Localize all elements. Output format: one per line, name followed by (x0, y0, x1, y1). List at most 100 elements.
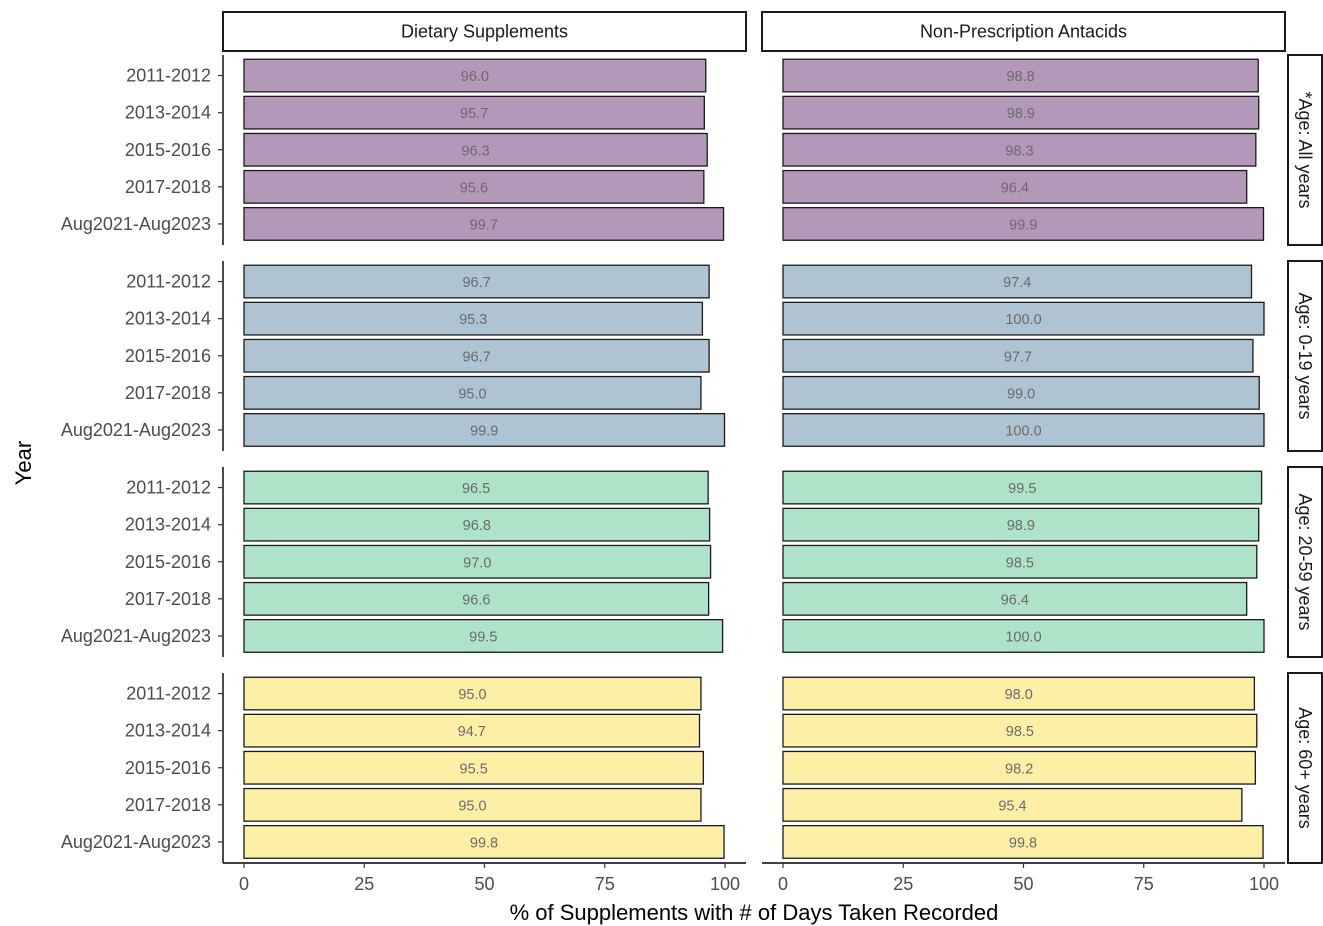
bar (782, 206, 1265, 241)
y-tick-label: 2011-2012 (126, 478, 211, 498)
bar (243, 713, 701, 748)
bar-value-label: 97.4 (1003, 275, 1031, 291)
bar (243, 507, 711, 542)
bar-value-label: 98.5 (1006, 724, 1034, 740)
bar-value-label: 99.0 (1007, 386, 1035, 402)
bar (243, 58, 707, 93)
bar-value-label: 98.8 (1006, 69, 1034, 85)
bar (782, 750, 1256, 785)
panel-non-prescription-antacids: 99.5 98.9 98.5 96.4 100.0 (782, 470, 1265, 653)
bar-value-label: 99.8 (470, 835, 498, 851)
bar-value-label: 96.0 (461, 69, 489, 85)
panel-dietary-supplements: 96.7 95.3 96.7 95.0 99.9 (243, 264, 726, 447)
y-tick-label: 2017-2018 (125, 383, 211, 403)
bar (782, 825, 1264, 859)
facet-row-age-all-years: *Age: All years 2011-2012 2013-2014 2015-20… (61, 54, 1323, 246)
bar-value-label: 98.0 (1005, 687, 1033, 703)
bar (782, 581, 1248, 616)
bar-value-label: 98.2 (1005, 761, 1033, 777)
bar (243, 206, 725, 241)
bar-value-label: 100.0 (1005, 423, 1041, 439)
x-tick-label: 25 (354, 874, 374, 894)
bar-value-label: 100.0 (1005, 629, 1041, 645)
facet-strip-box (761, 11, 1286, 52)
y-tick-label: 2013-2014 (125, 721, 211, 741)
bar (782, 301, 1265, 336)
x-axis-dietary-supplements: 0 25 50 75 100 (223, 862, 746, 894)
panel-non-prescription-antacids: 98.0 98.5 98.2 95.4 99.8 (782, 676, 1264, 859)
y-tick-label: 2015-2016 (125, 552, 211, 572)
bar-value-label: 99.5 (469, 629, 497, 645)
facet-strip-label: Dietary Supplements (401, 22, 568, 42)
bar (782, 787, 1243, 822)
bar-value-label: 96.4 (1001, 592, 1029, 608)
bar (243, 95, 705, 130)
bar-value-label: 96.8 (463, 518, 491, 534)
y-tick-label: 2011-2012 (126, 684, 211, 704)
bar-value-label: 96.5 (462, 481, 490, 497)
row-strip-label: Age: 0-19 years (1295, 292, 1315, 419)
x-tick-label: 100 (1249, 874, 1279, 894)
bar-value-label: 95.3 (459, 312, 487, 328)
facet-row-age-0-19-years: Age: 0-19 years 2011-2012 2013-2014 2015-20… (61, 260, 1323, 452)
panel-dietary-supplements: 96.5 96.8 97.0 96.6 99.5 (243, 470, 724, 653)
y-tick-label: Aug2021-Aug2023 (61, 420, 211, 440)
facet-panels: Dietary Supplements Non-Prescription Anta… (61, 11, 1323, 894)
bar (782, 338, 1254, 373)
bar-value-label: 96.3 (461, 143, 489, 159)
bar-value-label: 99.9 (470, 423, 498, 439)
bar (243, 470, 709, 505)
bar-value-label: 96.6 (462, 592, 490, 608)
y-tick-label: 2017-2018 (125, 589, 211, 609)
facet-strip-label: Non-Prescription Antacids (920, 22, 1127, 42)
bar (243, 169, 705, 204)
bar (243, 581, 710, 616)
row-strip-box (1287, 260, 1323, 452)
facet-row-age-60-years: Age: 60+ years 2011-2012 2013-2014 2015-201… (61, 672, 1323, 864)
y-tick-label: 2013-2014 (125, 309, 211, 329)
bar (782, 169, 1248, 204)
bar-value-label: 95.7 (460, 106, 488, 122)
bar-value-label: 94.7 (458, 724, 486, 740)
x-tick-label: 50 (1013, 874, 1033, 894)
bar-value-label: 99.5 (1008, 481, 1036, 497)
bar (243, 412, 726, 447)
x-tick-label: 25 (893, 874, 913, 894)
x-axis-non-prescription-antacids: 0 25 50 75 100 (762, 862, 1285, 894)
row-strip-box (1287, 466, 1323, 658)
bar (243, 338, 710, 373)
y-tick-label: Aug2021-Aug2023 (61, 214, 211, 234)
bar-value-label: 95.0 (458, 687, 486, 703)
bar-value-label: 96.7 (462, 349, 490, 365)
bar-value-label: 98.9 (1007, 106, 1035, 122)
bar (243, 301, 704, 336)
panel-non-prescription-antacids: 97.4 100.0 97.7 99.0 100.0 (782, 264, 1265, 447)
y-tick-label: 2011-2012 (126, 272, 211, 292)
bar (782, 95, 1260, 130)
bar (782, 507, 1260, 542)
bar-value-label: 97.0 (463, 555, 491, 571)
x-tick-label: 75 (595, 874, 615, 894)
bar-value-label: 95.6 (460, 180, 488, 196)
bar (782, 132, 1257, 167)
y-tick-label: 2015-2016 (125, 758, 211, 778)
panel-dietary-supplements: 95.0 94.7 95.5 95.0 99.8 (243, 676, 725, 859)
bar (782, 619, 1265, 653)
bar (243, 619, 724, 653)
y-tick-label: 2015-2016 (125, 346, 211, 366)
bar (782, 375, 1260, 410)
facet-strip-box (222, 11, 747, 52)
bar (243, 375, 702, 410)
row-strip-label: *Age: All years (1295, 91, 1315, 208)
row-strip-label: Age: 60+ years (1295, 707, 1315, 829)
bar-value-label: 96.7 (462, 275, 490, 291)
row-strip-box (1287, 672, 1323, 864)
bar-value-label: 98.9 (1007, 518, 1035, 534)
bar-value-label: 95.0 (458, 386, 486, 402)
x-axis-title: % of Supplements with # of Days Taken Re… (510, 900, 999, 925)
bar-value-label: 98.3 (1005, 143, 1033, 159)
bar-value-label: 95.4 (998, 798, 1026, 814)
x-tick-label: 0 (239, 874, 249, 894)
bar (782, 264, 1253, 299)
